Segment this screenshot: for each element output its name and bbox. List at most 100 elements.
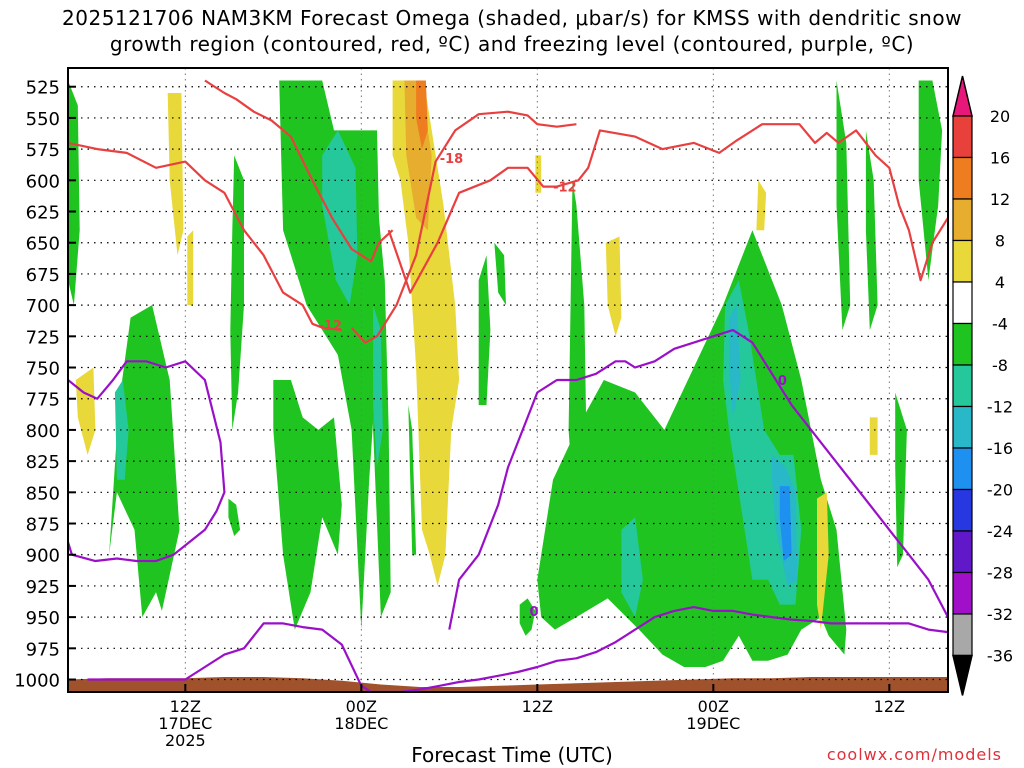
- colorbar-bin-8: [952, 405, 973, 449]
- contour-dgz-12c-b-1: [204, 79, 394, 263]
- colorbar-label-11: -28: [987, 564, 1013, 583]
- colorbar-bin-9: [952, 447, 973, 491]
- omega-shade-region-25: [167, 93, 184, 256]
- omega-shade-region-31: [756, 180, 767, 231]
- y-tick-label-775: 775: [26, 390, 60, 411]
- omega-shade-region-8: [494, 242, 506, 306]
- omega-shade-region-35: [416, 80, 428, 150]
- y-tick-label-1000: 1000: [14, 671, 60, 692]
- omega-shade-region-17: [114, 380, 129, 480]
- y-tick-label-700: 700: [26, 296, 60, 317]
- chart-title-line-2: growth region (contoured, red, ºC) and f…: [109, 32, 915, 56]
- colorbar-label-10: -24: [987, 522, 1013, 541]
- colorbar-label-2: 12: [990, 190, 1010, 209]
- y-tick-label-925: 925: [26, 577, 60, 598]
- colorbar-bin-11: [952, 530, 973, 574]
- omega-shade-region-6: [408, 405, 417, 555]
- omega-shade-region-7: [478, 255, 491, 405]
- colorbar-label-0: 20: [990, 107, 1010, 126]
- omega-shade-region-16: [68, 80, 80, 306]
- colorbar-bin-5: [952, 281, 973, 325]
- contour-label: -12: [318, 319, 342, 334]
- x-tick-label-6-2: 2025: [165, 731, 206, 750]
- contour-label: -18: [440, 152, 464, 167]
- omega-shade-region-20: [621, 517, 643, 618]
- omega-shade-region-30: [605, 236, 622, 337]
- freezing-level-label-0: 0: [530, 605, 539, 620]
- omega-shade-region-24: [779, 486, 792, 561]
- omega-shade-region-19: [373, 305, 383, 468]
- y-tick-label-975: 975: [26, 639, 60, 660]
- y-tick-label-525: 525: [26, 78, 60, 99]
- y-tick-label-875: 875: [26, 515, 60, 536]
- y-tick-label-650: 650: [26, 234, 60, 255]
- chart-title-line-1: 2025121706 NAM3KM Forecast Omega (shaded…: [62, 6, 962, 30]
- colorbar-label-12: -32: [987, 605, 1013, 624]
- colorbar-label-5: -4: [992, 315, 1008, 334]
- colorbar-label-13: -36: [987, 647, 1013, 666]
- y-tick-label-725: 725: [26, 327, 60, 348]
- x-tick-label-6-1: 17DEC: [158, 714, 212, 733]
- omega-shade-region-18: [322, 130, 358, 306]
- omega-shade-region-32: [817, 492, 829, 630]
- y-tick-label-825: 825: [26, 452, 60, 473]
- source-credit[interactable]: coolwx.com/models: [826, 745, 1002, 764]
- y-tick-label-575: 575: [26, 140, 60, 161]
- y-tick-label-900: 900: [26, 546, 60, 567]
- omega-shade-region-33: [869, 417, 878, 455]
- plot-frame: [67, 67, 949, 693]
- contour-dgz-12c-c-3: [387, 123, 948, 294]
- omega-shade-region-29: [535, 155, 542, 193]
- y-tick-label-600: 600: [26, 171, 60, 192]
- colorbar-label-4: 4: [995, 273, 1005, 292]
- colorbar-label-3: 8: [995, 232, 1005, 251]
- colorbar-bottom-arrow: [952, 654, 973, 696]
- colorbar-label-7: -12: [987, 398, 1013, 417]
- x-tick-label-33-1: 19DEC: [686, 714, 740, 733]
- colorbar-bin-4: [952, 239, 973, 283]
- terrain-fill: [68, 677, 948, 692]
- plot-layers: -12 -18 -12 0 0: [68, 68, 948, 692]
- colorbar-bin-3: [952, 198, 973, 242]
- y-tick-label-950: 950: [26, 608, 60, 629]
- colorbar-bin-1: [952, 115, 973, 159]
- omega-shade-region-1: [109, 305, 180, 618]
- colorbar-label-6: -8: [992, 356, 1008, 375]
- colorbar-bin-7: [952, 364, 973, 408]
- x-axis-title: Forecast Time (UTC): [411, 743, 613, 767]
- contour-label: -12: [553, 181, 577, 196]
- y-tick-label-625: 625: [26, 203, 60, 224]
- colorbar-top-arrow: [952, 75, 973, 117]
- contour-freezing-level-0c-b-5: [87, 606, 948, 692]
- colorbar-bin-12: [952, 571, 973, 615]
- colorbar-label-8: -16: [987, 439, 1013, 458]
- y-tick-label-850: 850: [26, 483, 60, 504]
- colorbar-bin-10: [952, 488, 973, 532]
- x-tick-label-15-0: 00Z: [346, 697, 377, 716]
- colorbar-label-1: 16: [990, 149, 1010, 168]
- omega-shade-region-14: [895, 392, 907, 568]
- x-tick-label-33-0: 00Z: [698, 697, 729, 716]
- x-tick-label-15-1: 18DEC: [334, 714, 388, 733]
- omega-shade-region-10: [519, 598, 536, 636]
- x-tick-label-6-0: 12Z: [170, 697, 201, 716]
- omega-shade-region-26: [187, 230, 194, 306]
- colorbar-bin-2: [952, 156, 973, 200]
- freezing-level-label-1: 0: [778, 374, 787, 389]
- omega-shade-region-15: [918, 80, 943, 281]
- colorbar-bin-13: [952, 613, 973, 657]
- colorbar-bin-6: [952, 322, 973, 366]
- x-tick-label-42-0: 12Z: [874, 697, 905, 716]
- y-tick-label-550: 550: [26, 109, 60, 130]
- omega-shade-region-5: [228, 498, 241, 536]
- omega-shade-region-4: [273, 380, 342, 630]
- y-tick-label-800: 800: [26, 421, 60, 442]
- contour-dgz-12c-0: [68, 141, 342, 332]
- y-tick-label-750: 750: [26, 359, 60, 380]
- omega-shade-region-28: [392, 80, 460, 586]
- y-tick-label-675: 675: [26, 265, 60, 286]
- colorbar-label-9: -20: [987, 481, 1013, 500]
- contour-dgz-18c-2: [350, 110, 577, 344]
- contour-freezing-level-0c-4: [68, 360, 226, 563]
